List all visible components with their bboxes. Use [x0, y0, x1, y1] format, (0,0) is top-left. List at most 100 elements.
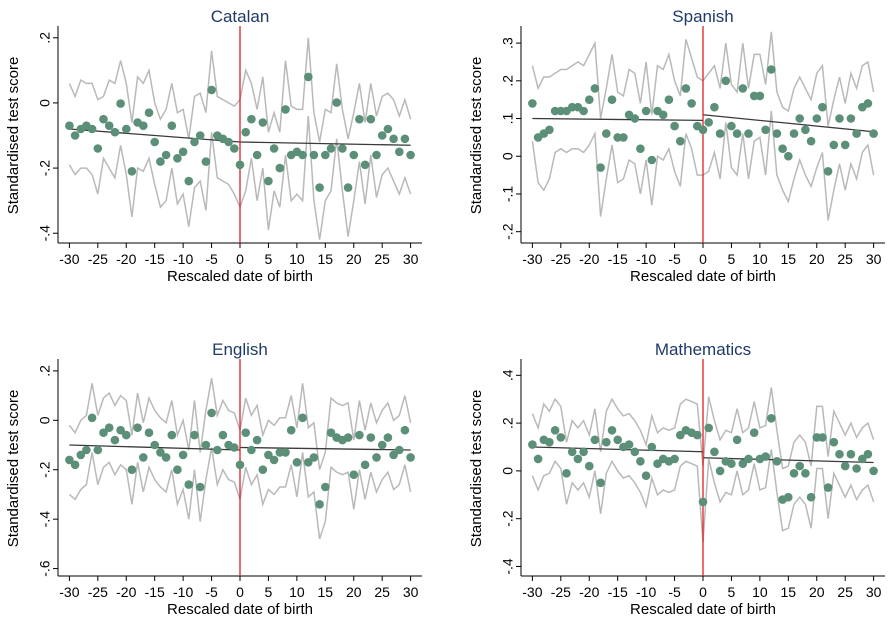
data-point — [647, 442, 657, 452]
data-point — [372, 150, 381, 160]
data-point — [116, 425, 125, 435]
data-point — [195, 482, 205, 492]
data-point — [789, 469, 799, 478]
data-point — [201, 157, 211, 166]
data-point — [715, 466, 725, 476]
x-tick-label: -15 — [145, 584, 165, 600]
data-point — [70, 131, 80, 140]
data-point — [602, 437, 611, 447]
data-point — [704, 118, 713, 127]
x-tick-label: 20 — [346, 251, 362, 267]
x-tick-label: -30 — [59, 584, 79, 600]
data-point — [664, 95, 674, 104]
data-point — [406, 150, 415, 160]
x-axis-label: Rescaled date of birth — [630, 601, 776, 618]
x-tick-label: 15 — [318, 251, 334, 267]
x-tick-label: -25 — [551, 584, 571, 600]
data-point — [749, 428, 759, 437]
x-tick-label: 15 — [781, 584, 797, 600]
fit-line-right — [702, 457, 874, 464]
data-point — [389, 134, 398, 144]
data-point — [767, 65, 776, 74]
data-point — [840, 140, 850, 150]
data-point — [636, 457, 645, 466]
data-point — [65, 455, 74, 465]
data-point — [400, 425, 410, 435]
data-point — [738, 84, 748, 93]
data-point — [258, 118, 268, 127]
x-tick-label: 25 — [374, 251, 390, 267]
fit-line-left — [69, 128, 241, 143]
y-axis-label: Standardised test score — [468, 57, 485, 215]
data-point — [795, 461, 804, 471]
y-tick-label: .2 — [500, 417, 516, 429]
data-point — [732, 129, 742, 138]
data-point — [647, 155, 657, 165]
fit-line-right — [239, 446, 411, 451]
data-point — [607, 426, 617, 435]
data-point — [99, 114, 108, 124]
x-tick-label: 20 — [346, 584, 362, 600]
x-tick-label: 5 — [265, 251, 273, 267]
data-point — [710, 102, 719, 112]
data-point — [366, 433, 376, 442]
x-tick-label: 0 — [236, 251, 244, 267]
data-point — [338, 144, 347, 153]
data-point — [835, 114, 844, 123]
x-tick-label: 30 — [403, 251, 419, 267]
x-tick-label: -15 — [145, 251, 165, 267]
data-point — [562, 469, 571, 478]
data-point — [383, 124, 393, 134]
panel-0: Catalan .2 0 -.2 -.4 -30 -25 -20 -15 -10 -5 0 5 10 15 2… — [5, 7, 422, 285]
data-point — [235, 460, 245, 470]
data-point — [869, 466, 878, 476]
x-tick-label: -5 — [668, 584, 681, 600]
x-tick-label: -5 — [205, 584, 218, 600]
data-point — [286, 425, 296, 435]
x-tick-label: -25 — [88, 584, 108, 600]
data-point — [772, 457, 782, 466]
x-tick-label: 5 — [728, 251, 736, 267]
data-point — [823, 167, 833, 176]
fit-line-right — [702, 114, 874, 133]
data-point — [360, 160, 370, 170]
data-point — [349, 150, 359, 160]
data-point — [184, 480, 194, 489]
x-tick-label: -30 — [522, 584, 542, 600]
data-point — [767, 414, 776, 423]
data-point — [355, 114, 364, 124]
data-point — [846, 449, 856, 459]
y-tick-label: .2 — [37, 365, 53, 377]
data-point — [715, 129, 725, 138]
data-point — [173, 154, 182, 163]
data-point — [613, 435, 622, 445]
data-point — [321, 150, 330, 160]
x-tick-label: -20 — [579, 251, 599, 267]
data-point — [161, 453, 171, 462]
data-point — [823, 483, 833, 492]
x-tick-label: 15 — [781, 251, 797, 267]
data-point — [624, 440, 634, 449]
data-point — [360, 460, 370, 470]
y-tick-label: 0 — [500, 467, 516, 475]
data-point — [619, 133, 628, 142]
data-point — [133, 423, 142, 432]
data-point — [607, 95, 617, 104]
data-point — [630, 447, 640, 457]
data-point — [207, 85, 216, 95]
panel-3: Mathematics .4 .2 0 -.2 -.4 -30 -25 -20 -15 -10 -5 0… — [468, 340, 885, 618]
data-point — [812, 114, 822, 123]
data-point — [377, 440, 387, 450]
data-point — [567, 447, 577, 457]
x-tick-label: -30 — [59, 251, 79, 267]
data-point — [533, 454, 543, 464]
data-point — [213, 445, 222, 455]
x-axis-label: Rescaled date of birth — [167, 268, 313, 285]
data-point — [355, 430, 364, 440]
data-point — [309, 150, 319, 160]
y-tick-label: .2 — [37, 32, 53, 44]
y-tick-label: -.4 — [37, 225, 53, 242]
data-point — [110, 435, 120, 445]
data-point — [590, 435, 600, 445]
data-point — [693, 430, 702, 440]
